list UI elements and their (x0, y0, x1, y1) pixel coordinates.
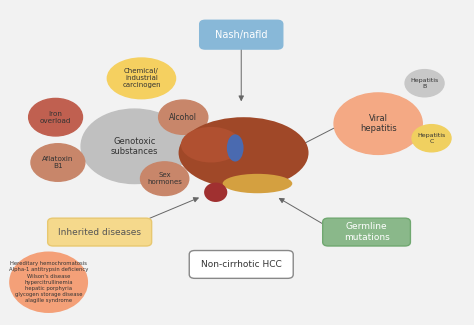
Text: Nash/nafld: Nash/nafld (215, 30, 267, 40)
Text: Chemical/
industrial
carcinogen: Chemical/ industrial carcinogen (122, 68, 161, 88)
Ellipse shape (204, 183, 228, 202)
Circle shape (31, 144, 85, 181)
Text: Hereditary hemochromatosis
Alpha-1 antitrypsin deficiency
Wilson's disease
hyper: Hereditary hemochromatosis Alpha-1 antit… (9, 261, 88, 303)
Circle shape (334, 93, 422, 154)
Text: Hepatitis
B: Hepatitis B (410, 78, 439, 89)
Text: Sex
hormones: Sex hormones (147, 172, 182, 185)
FancyBboxPatch shape (323, 218, 410, 246)
Text: Genotoxic
substances: Genotoxic substances (111, 136, 158, 156)
Text: Viral
hepatitis: Viral hepatitis (360, 114, 397, 133)
Ellipse shape (107, 57, 176, 99)
FancyBboxPatch shape (48, 218, 152, 246)
Text: Non-cirrhotic HCC: Non-cirrhotic HCC (201, 260, 282, 269)
Circle shape (140, 162, 189, 196)
Ellipse shape (181, 127, 241, 162)
Text: Alcohol: Alcohol (169, 113, 197, 122)
FancyBboxPatch shape (200, 20, 283, 49)
Text: Germline
mutations: Germline mutations (344, 222, 390, 242)
Text: Hepatitis
C: Hepatitis C (418, 133, 446, 144)
Text: Aflatoxin
B1: Aflatoxin B1 (42, 156, 73, 169)
Ellipse shape (9, 252, 88, 313)
Circle shape (28, 98, 82, 136)
Ellipse shape (223, 174, 292, 193)
Text: Inherited diseases: Inherited diseases (58, 227, 141, 237)
Circle shape (159, 100, 208, 134)
FancyBboxPatch shape (189, 251, 293, 278)
Text: Iron
overload: Iron overload (40, 111, 71, 124)
Circle shape (405, 70, 444, 97)
Circle shape (412, 125, 451, 152)
Ellipse shape (179, 117, 309, 188)
Circle shape (81, 109, 188, 184)
Ellipse shape (227, 134, 244, 162)
